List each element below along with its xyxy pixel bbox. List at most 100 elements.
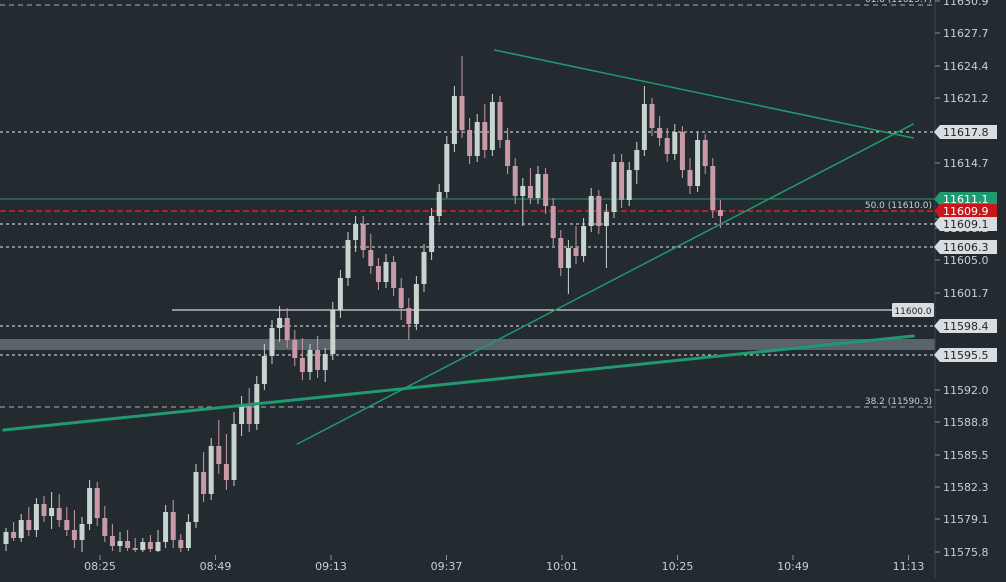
candle-body: [87, 488, 93, 524]
candle-body: [41, 504, 47, 516]
candle-body: [687, 170, 693, 186]
x-tick-label: 08:49: [200, 560, 232, 573]
candle-body: [193, 472, 199, 522]
candle-body: [657, 128, 663, 138]
level-price-tag-text: 11598.4: [943, 320, 989, 333]
x-tick-label: 10:01: [546, 560, 578, 573]
current-price-tag-bg: [934, 192, 997, 206]
x-tick-label: 10:49: [777, 560, 809, 573]
candle-body: [429, 216, 435, 252]
x-tick-label: 09:37: [431, 560, 463, 573]
trendline[interactable]: [296, 123, 915, 445]
candle-body: [368, 250, 374, 266]
candle-body: [398, 288, 404, 308]
y-tick-label: 11579.1: [943, 513, 989, 526]
round-level-tag: [892, 303, 934, 317]
candle-body: [208, 446, 214, 494]
candle-body: [246, 406, 252, 424]
candle-body: [467, 130, 473, 156]
candle-body: [117, 541, 123, 546]
candle-body: [672, 132, 678, 154]
candle-body: [679, 132, 685, 170]
candle-body: [345, 240, 351, 278]
candle-body: [626, 170, 632, 200]
candle-body: [292, 340, 298, 358]
x-tick-label: 09:13: [315, 560, 347, 573]
candle-body: [611, 162, 617, 212]
y-tick-label: 11605.0: [943, 254, 989, 267]
candle-body: [140, 542, 146, 550]
candle-body: [132, 548, 138, 550]
y-tick-label: 11624.4: [943, 60, 989, 73]
candle-body: [710, 166, 716, 210]
candle-body: [269, 328, 275, 356]
candle-body: [185, 522, 191, 548]
candle-body: [581, 226, 587, 256]
y-tick-label: 11582.3: [943, 481, 989, 494]
level-label: 61.8 (11629.7): [865, 0, 932, 5]
candle-body: [322, 354, 328, 370]
candle-body: [444, 144, 450, 192]
candle-body: [330, 310, 336, 354]
y-tick-label: 11627.7: [943, 27, 989, 40]
candle-body: [505, 140, 511, 166]
trendline[interactable]: [493, 49, 915, 139]
level-price-tag-bg: [934, 240, 997, 254]
level-price-tag-bg: [934, 217, 997, 231]
candle-body: [603, 212, 609, 226]
candle-body: [125, 541, 131, 548]
y-tick-label: 11601.7: [943, 287, 989, 300]
candle-body: [79, 524, 85, 540]
level-price-tag: 11617.8: [934, 125, 997, 139]
level-price-tag-bg: [934, 319, 997, 333]
candle-body: [497, 102, 503, 140]
candle-body: [102, 518, 108, 536]
level-price-tag-bg: [934, 348, 997, 362]
y-tick-label: 11614.7: [943, 157, 989, 170]
x-tick-label: 11:13: [893, 560, 925, 573]
candle-body: [49, 508, 55, 516]
x-tick-label: 10:25: [662, 560, 694, 573]
level-price-tag-bg: [934, 125, 997, 139]
candle-body: [216, 446, 222, 464]
x-tick-label: 08:25: [84, 560, 116, 573]
candle-body: [489, 102, 495, 150]
candle-body: [641, 104, 647, 150]
level-price-tag: 11606.3: [934, 240, 997, 254]
current-price-tag-text: 11611.1: [943, 193, 989, 206]
candle-body: [155, 542, 161, 551]
candle-body: [535, 174, 541, 198]
y-tick-label: 11588.8: [943, 416, 989, 429]
support-zone: [0, 339, 935, 350]
candle-body: [178, 540, 184, 548]
candle-body: [619, 162, 625, 200]
candle-body: [375, 266, 381, 282]
candle-body: [695, 140, 701, 186]
candle-body: [261, 356, 267, 384]
candle-body: [565, 248, 571, 268]
candle-body: [664, 138, 670, 154]
candle-body: [360, 224, 366, 250]
candle-body: [649, 104, 655, 128]
candle-body: [239, 406, 245, 424]
candle-body: [18, 520, 24, 538]
level-price-tag: 11598.4: [934, 319, 997, 333]
candle-body: [406, 308, 412, 324]
candle-body: [717, 210, 723, 216]
candle-body: [634, 150, 640, 170]
candle-body: [33, 504, 39, 530]
y-tick-label: 11575.8: [943, 546, 989, 559]
candle-body: [170, 512, 176, 540]
candle-body: [315, 350, 321, 370]
candle-body: [550, 206, 556, 238]
level-price-tag-text: 11617.8: [943, 126, 989, 139]
level-price-tag-text: 11595.5: [943, 349, 989, 362]
candle-body: [482, 122, 488, 150]
candle-body: [573, 248, 579, 256]
y-tick-label: 11585.5: [943, 449, 989, 462]
candle-body: [307, 350, 313, 372]
last-price-tag-text: 11609.9: [943, 205, 989, 218]
candle-body: [3, 532, 9, 544]
trendline[interactable]: [2, 334, 915, 432]
